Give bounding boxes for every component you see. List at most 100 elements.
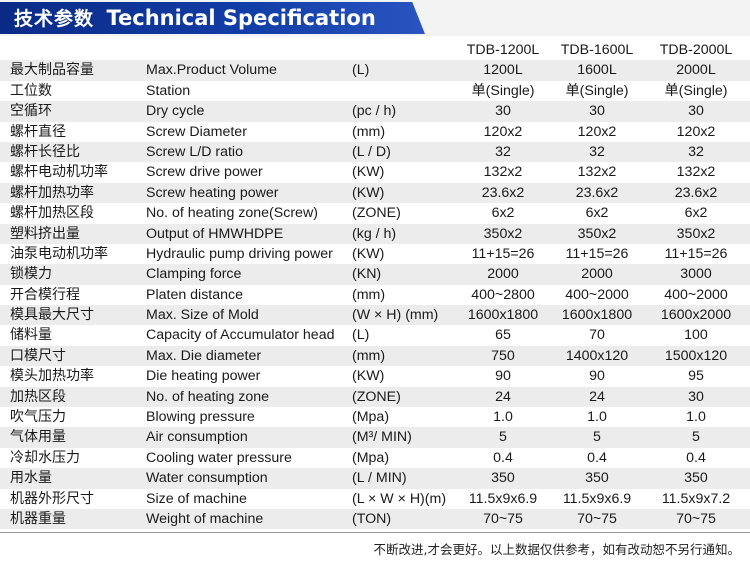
spec-row: 螺杆电动机功率 Screw drive power (KW) 132x2 132x2 13… — [0, 162, 750, 182]
param-unit: (W × H) (mm) — [352, 307, 439, 324]
value-tdb-1600l: 1600L — [577, 62, 617, 79]
value-tdb-2000l: 11.5x9x7.2 — [661, 490, 731, 507]
value-tdb-1200l: 90 — [495, 368, 511, 385]
param-unit: (KW) — [352, 245, 385, 262]
param-name-cn: 加热区段 — [10, 388, 66, 405]
page-title-en: Technical Specification — [106, 6, 376, 30]
param-name-cn: 冷却水压力 — [10, 449, 80, 466]
value-tdb-1600l: 90 — [589, 368, 605, 385]
spec-row: 空循环 Dry cycle (pc / h) 30 30 30 — [0, 101, 750, 122]
value-tdb-1600l: 5 — [593, 429, 601, 446]
value-tdb-1200l: 11+15=26 — [471, 245, 535, 262]
param-unit: (mm) — [352, 286, 386, 303]
param-name-en: Max.Product Volume — [146, 62, 277, 79]
value-tdb-2000l: 95 — [688, 368, 704, 385]
param-name-en: Weight of machine — [146, 510, 264, 527]
param-name-en: Platen distance — [146, 286, 244, 303]
value-tdb-1600l: 2000 — [581, 266, 613, 283]
param-name-cn: 机器外形尺寸 — [10, 490, 94, 507]
param-name-cn: 最大制品容量 — [10, 62, 94, 79]
param-unit: (mm) — [352, 123, 386, 140]
param-unit: (ZONE) — [352, 205, 401, 222]
param-name-cn: 螺杆长径比 — [10, 143, 80, 160]
model-name: TDB-1600L — [560, 42, 634, 58]
param-unit: (KW) — [352, 184, 385, 201]
value-tdb-2000l: 23.6x2 — [674, 184, 718, 201]
value-tdb-1200l: 350x2 — [483, 225, 523, 242]
value-tdb-2000l: 11+15=26 — [664, 245, 728, 262]
header-band — [0, 2, 425, 34]
param-name-en: No. of heating zone(Screw) — [146, 205, 318, 222]
value-tdb-1200l: 350 — [491, 470, 515, 487]
value-tdb-2000l: 1500x120 — [664, 347, 728, 364]
model-name: TDB-2000L — [659, 42, 733, 58]
model-header-row: TDB-1200L TDB-1600L TDB-2000L — [0, 40, 750, 60]
header-bar: 技术参数 Technical Specification — [0, 0, 750, 36]
param-name-cn: 螺杆电动机功率 — [10, 164, 108, 181]
param-unit: (KW) — [352, 164, 385, 181]
param-name-cn: 吹气压力 — [10, 409, 66, 426]
value-tdb-1600l: 132x2 — [577, 164, 617, 181]
param-name-en: Screw Diameter — [146, 123, 247, 140]
value-tdb-2000l: 1.0 — [686, 409, 706, 426]
value-tdb-1200l: 0.4 — [493, 449, 513, 466]
param-unit: (L × W × H)(m) — [352, 490, 447, 507]
param-unit: (pc / h) — [352, 103, 397, 120]
spec-row: 塑料挤出量 Output of HMWHDPE (kg / h) 350x2 350x2… — [0, 223, 750, 244]
param-unit: (L) — [352, 62, 370, 79]
param-name-en: Air consumption — [146, 429, 248, 446]
value-tdb-1600l: 23.6x2 — [575, 184, 619, 201]
spec-row: 用水量 Water consumption (L / MIN) 350 350 350 — [0, 468, 750, 489]
value-tdb-1200l: 24 — [495, 388, 511, 405]
value-tdb-2000l: 100 — [684, 327, 708, 344]
value-tdb-2000l: 350 — [684, 470, 708, 487]
spec-row: 储料量 Capacity of Accumulator head (L) 65 70 10… — [0, 325, 750, 345]
param-unit: (Mpa) — [352, 449, 390, 466]
value-tdb-1200l: 6x2 — [491, 205, 515, 222]
spec-row: 冷却水压力 Cooling water pressure (Mpa) 0.4 0.4 0.… — [0, 448, 750, 468]
value-tdb-1600l: 400~2000 — [565, 286, 629, 303]
value-tdb-2000l: 70~75 — [676, 510, 716, 527]
param-unit: (L) — [352, 327, 370, 344]
param-name-en: Size of machine — [146, 490, 247, 507]
value-tdb-1200l: 2000 — [487, 266, 519, 283]
spec-row: 气体用量 Air consumption (M³/ MIN) 5 5 5 — [0, 427, 750, 448]
value-tdb-2000l: 132x2 — [676, 164, 716, 181]
value-tdb-2000l: 30 — [688, 388, 704, 405]
value-tdb-1200l: 11.5x9x6.9 — [468, 490, 538, 507]
value-tdb-2000l: 120x2 — [676, 123, 716, 140]
value-tdb-1200l: 1200L — [483, 62, 523, 79]
param-unit: (TON) — [352, 510, 392, 527]
value-tdb-2000l: 32 — [688, 143, 704, 160]
spec-row: 螺杆长径比 Screw L/D ratio (L / D) 32 32 32 — [0, 141, 750, 163]
value-tdb-1200l: 5 — [499, 429, 507, 446]
value-tdb-2000l: 30 — [688, 103, 704, 120]
value-tdb-2000l: 1600x2000 — [660, 307, 732, 324]
param-name-cn: 开合模行程 — [10, 286, 80, 303]
spec-row: 螺杆加热功率 Screw heating power (KW) 23.6x2 23.6x… — [0, 182, 750, 204]
param-name-en: Hydraulic pump driving power — [146, 245, 333, 262]
value-tdb-2000l: 2000L — [676, 62, 716, 79]
value-tdb-1200l: 23.6x2 — [481, 184, 525, 201]
spec-table: TDB-1200L TDB-1600L TDB-2000L 最大制品容量 Max.… — [0, 40, 750, 530]
page-title-cn: 技术参数 — [14, 8, 95, 30]
value-tdb-2000l: 350x2 — [676, 225, 716, 242]
spec-row: 锁模力 Clamping force (KN) 2000 2000 3000 — [0, 264, 750, 285]
param-name-cn: 工位数 — [10, 82, 52, 99]
spec-row: 模头加热功率 Die heating power (KW) 90 90 95 — [0, 366, 750, 386]
spec-row: 油泵电动机功率 Hydraulic pump driving power (KW) 1… — [0, 244, 750, 264]
param-name-en: Output of HMWHDPE — [146, 225, 284, 242]
footer-note: 不断改进,才会更好。以上数据仅供参考，如有改动恕不另行通知。 — [373, 542, 740, 557]
param-unit: (kg / h) — [352, 225, 397, 242]
param-name-cn: 螺杆加热功率 — [10, 184, 94, 201]
param-unit: (Mpa) — [352, 409, 390, 426]
param-name-en: Screw drive power — [146, 164, 263, 181]
spec-row: 螺杆加热区段 No. of heating zone(Screw) (ZONE) 6x… — [0, 203, 750, 223]
spec-row: 加热区段 No. of heating zone (ZONE) 24 24 30 — [0, 386, 750, 408]
value-tdb-1200l: 120x2 — [483, 123, 523, 140]
value-tdb-1200l: 400~2800 — [471, 286, 535, 303]
value-tdb-1200l: 70~75 — [483, 510, 523, 527]
spec-row: 机器重量 Weight of machine (TON) 70~75 70~75 70~7… — [0, 508, 750, 530]
value-tdb-1200l: 1.0 — [493, 409, 513, 426]
param-name-cn: 锁模力 — [10, 266, 52, 283]
